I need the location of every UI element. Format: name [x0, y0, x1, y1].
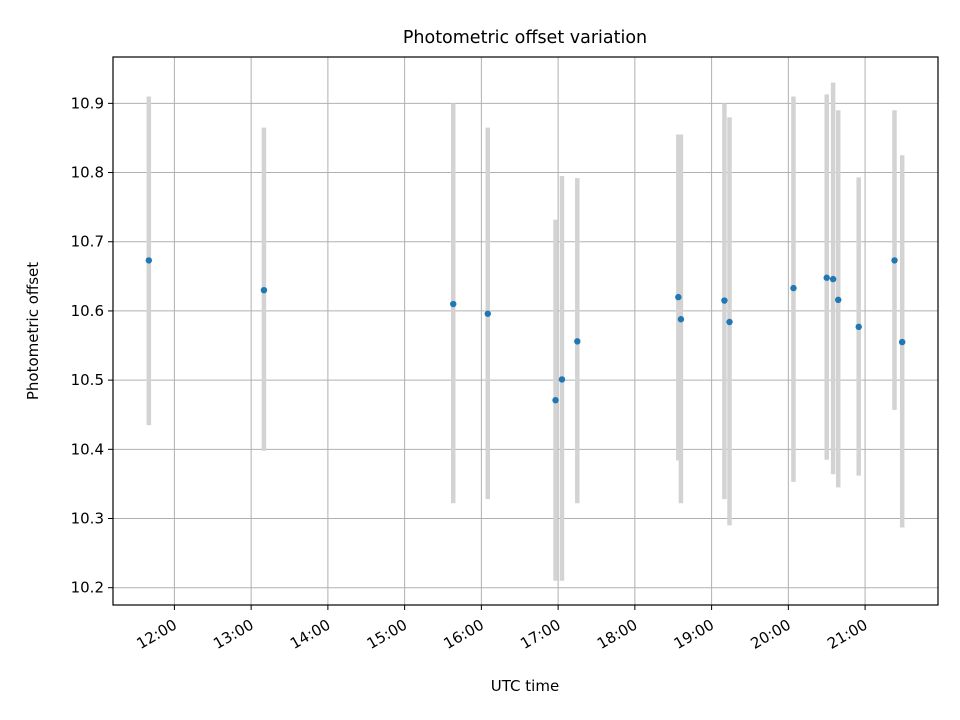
data-point	[552, 396, 559, 404]
data-point	[898, 338, 906, 346]
y-tick-label: 10.2	[71, 579, 104, 597]
y-tick-label: 10.6	[71, 302, 104, 320]
data-point	[450, 300, 457, 308]
chart-title: Photometric offset variation	[403, 28, 647, 48]
data-point	[891, 257, 898, 264]
data-point	[675, 293, 682, 301]
data-point	[790, 284, 797, 292]
y-tick-label: 10.3	[71, 510, 104, 528]
data-point	[721, 297, 728, 304]
y-axis-ticks: 10.2 10.3 10.4 10.5 10.6 10.7 10.8 10.9	[71, 94, 113, 597]
y-tick-label: 10.9	[71, 94, 104, 112]
data-point	[558, 376, 566, 383]
y-tick-label: 10.8	[71, 164, 104, 182]
data-point	[835, 296, 842, 304]
data-point	[726, 318, 733, 326]
data-point	[829, 275, 837, 283]
data-points	[145, 257, 906, 404]
data-point	[484, 310, 491, 317]
y-tick-label: 10.5	[71, 371, 104, 389]
data-point	[145, 257, 153, 264]
data-point	[677, 316, 685, 323]
data-point	[260, 286, 268, 294]
data-point	[855, 323, 862, 331]
data-point	[823, 274, 830, 281]
data-point	[574, 338, 581, 345]
plot-frame	[112, 56, 939, 606]
grid	[113, 57, 938, 605]
y-axis-label: Photometric offset	[24, 262, 42, 400]
x-axis-label: UTC time	[491, 677, 559, 695]
y-tick-label: 10.4	[71, 440, 104, 458]
y-tick-label: 10.7	[71, 233, 104, 251]
